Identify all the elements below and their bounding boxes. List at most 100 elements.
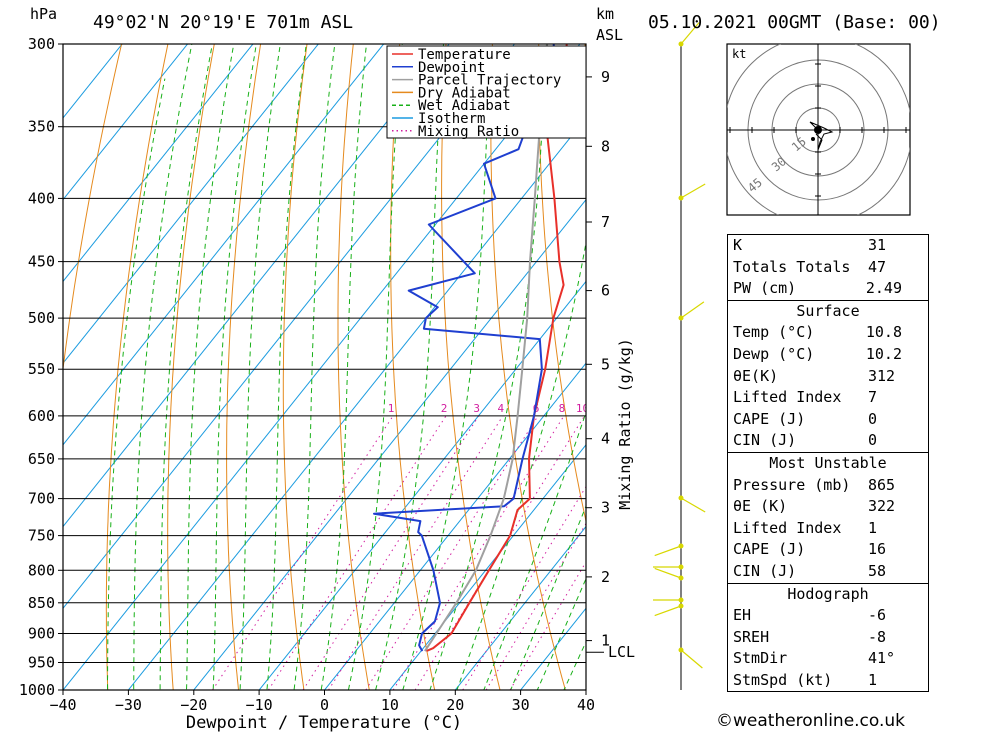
k-index-label: K [733, 236, 743, 254]
wind-barb [654, 567, 682, 579]
mixing-ratio-label: 8 [559, 402, 566, 415]
dry-adiabat-line [167, 44, 215, 690]
wind-barb-dot [678, 543, 684, 549]
pressure-tick-label: 550 [28, 360, 55, 378]
mixing-ratio-axis-label: Mixing Ratio (g/kg) [616, 338, 634, 510]
stmspd-row: StmSpd (kt) 1 [728, 670, 928, 692]
pressure-tick-label: 400 [28, 189, 55, 207]
pressure-tick-label: 700 [28, 490, 55, 508]
isotherm-line [323, 362, 586, 690]
surface-cape-label: CAPE (J) [733, 409, 806, 428]
wind-barb-dot [678, 647, 684, 653]
stmdir-row: StmDir 41° [728, 648, 928, 670]
lcl-label: LCL [608, 643, 635, 661]
mixing-ratio-line [267, 415, 447, 690]
surface-cape-row: CAPE (J) 0 [728, 409, 928, 431]
wind-barb [680, 183, 706, 199]
legend-entry-label: Mixing Ratio [418, 124, 519, 140]
mu-cape-label: CAPE (J) [733, 540, 806, 559]
dry-adiabat-line [105, 44, 169, 690]
stmspd-value: 1 [868, 670, 878, 689]
isotherm-line [193, 198, 586, 690]
temperature-tick-label: 30 [512, 696, 530, 714]
isotherm-line [454, 525, 586, 690]
surface-dewp-value: 10.2 [865, 344, 902, 363]
mu-thetae-label: θE (K) [733, 497, 788, 516]
pressure-tick-label: 950 [28, 654, 55, 672]
wet-adiabat-line [293, 44, 336, 690]
stmdir-label: StmDir [733, 649, 788, 668]
mixing-ratio-label: 10 [576, 402, 589, 415]
pressure-tick-label: 500 [28, 309, 55, 327]
parcel-trajectory-profile-line [424, 44, 549, 652]
wet-adiabat-line [266, 44, 307, 690]
wet-adiabat-line [159, 44, 213, 690]
km-tick-label: 2 [601, 568, 610, 586]
wind-barb-dot [678, 41, 684, 47]
km-tick-label: 5 [601, 355, 610, 373]
stmdir-value: 41° [868, 649, 896, 668]
pw-label: PW (cm) [733, 279, 797, 298]
km-tick-label: 8 [601, 137, 610, 155]
legend-entry-label: Dewpoint [418, 60, 485, 76]
pressure-tick-label: 900 [28, 625, 55, 643]
hpa-unit-label: hPa [30, 5, 57, 23]
isotherm-line [63, 44, 123, 119]
pw-row: PW (cm) 2.49 [728, 278, 928, 300]
dry-adiabat-line [226, 44, 262, 690]
temperature-tick-label: −40 [49, 696, 76, 714]
station-location-title: 49°02'N 20°19'E 701m ASL [93, 12, 353, 33]
surface-li-value: 7 [868, 388, 878, 407]
storm-motion-marker [814, 126, 822, 134]
hodograph-point [811, 137, 815, 141]
mu-cape-row: CAPE (J) 16 [728, 539, 928, 561]
dry-adiabat-line [63, 44, 123, 373]
x-axis-label: Dewpoint / Temperature (°C) [186, 713, 462, 733]
wind-barb [654, 545, 682, 557]
most-unstable-section-title: Most Unstable [728, 451, 928, 475]
surface-li-label: Lifted Index [733, 388, 842, 407]
mixing-ratio-line [328, 415, 504, 690]
datetime-title: 05.10.2021 00GMT (Base: 00) [648, 12, 941, 33]
km-tick-label: 1 [601, 632, 610, 650]
isotherm-line [63, 44, 189, 201]
wind-barb-dot [678, 495, 684, 501]
wet-adiabat-line [212, 44, 257, 690]
km-tick-label: 6 [601, 282, 610, 300]
mixing-ratio-label: 3 [473, 402, 480, 415]
mu-pressure-value: 865 [868, 475, 896, 494]
wind-barb-dot [678, 603, 684, 609]
mu-cape-value: 16 [868, 540, 887, 559]
mu-pressure-row: Pressure (mb) 865 [728, 475, 928, 497]
surface-dewp-row: Dewp (°C) 10.2 [728, 344, 928, 366]
temperature-tick-label: 0 [320, 696, 329, 714]
k-index-row: K 31 [728, 235, 928, 257]
temperature-tick-label: −20 [180, 696, 207, 714]
sreh-value: -8 [868, 627, 887, 646]
legend-entry-label: Temperature [418, 47, 511, 63]
totals-totals-row: Totals Totals 47 [728, 257, 928, 279]
eh-value: -6 [868, 606, 887, 625]
mu-li-value: 1 [868, 518, 878, 537]
surface-thetae-row: θE(K) 312 [728, 366, 928, 388]
dry-adiabat-line [938, 0, 1000, 716]
wet-adiabat-line [347, 44, 403, 690]
copyright-text: ©weatheronline.co.uk [716, 711, 906, 731]
wind-barb [680, 649, 703, 669]
pressure-tick-label: 650 [28, 450, 55, 468]
mixing-ratio-label: 2 [441, 402, 448, 415]
surface-section-title: Surface [728, 299, 928, 323]
wind-barb [654, 605, 682, 617]
pw-value: 2.49 [865, 279, 902, 298]
wet-adiabat-line [429, 44, 548, 690]
dry-adiabat-line [337, 44, 370, 690]
mu-cin-value: 58 [868, 561, 887, 580]
km-tick-label: 3 [601, 499, 610, 517]
totals-totals-label: Totals Totals [733, 257, 851, 276]
surface-dewp-label: Dewp (°C) [733, 344, 815, 363]
wind-barb [680, 22, 700, 45]
surface-thetae-label: θE(K) [733, 366, 779, 385]
legend-entry-label: Dry Adiabat [418, 85, 511, 101]
legend-box [386, 45, 587, 139]
